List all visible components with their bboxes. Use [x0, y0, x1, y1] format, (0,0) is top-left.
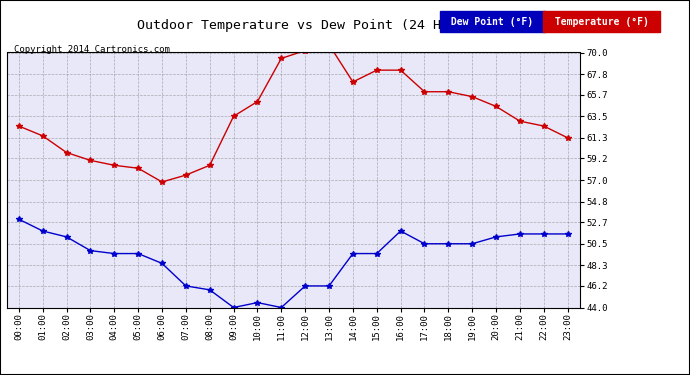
Text: Copyright 2014 Cartronics.com: Copyright 2014 Cartronics.com	[14, 45, 170, 54]
Text: Dew Point (°F): Dew Point (°F)	[445, 17, 539, 27]
Text: Temperature (°F): Temperature (°F)	[549, 17, 654, 27]
Text: Outdoor Temperature vs Dew Point (24 Hours) 20140728: Outdoor Temperature vs Dew Point (24 Hou…	[137, 19, 553, 32]
